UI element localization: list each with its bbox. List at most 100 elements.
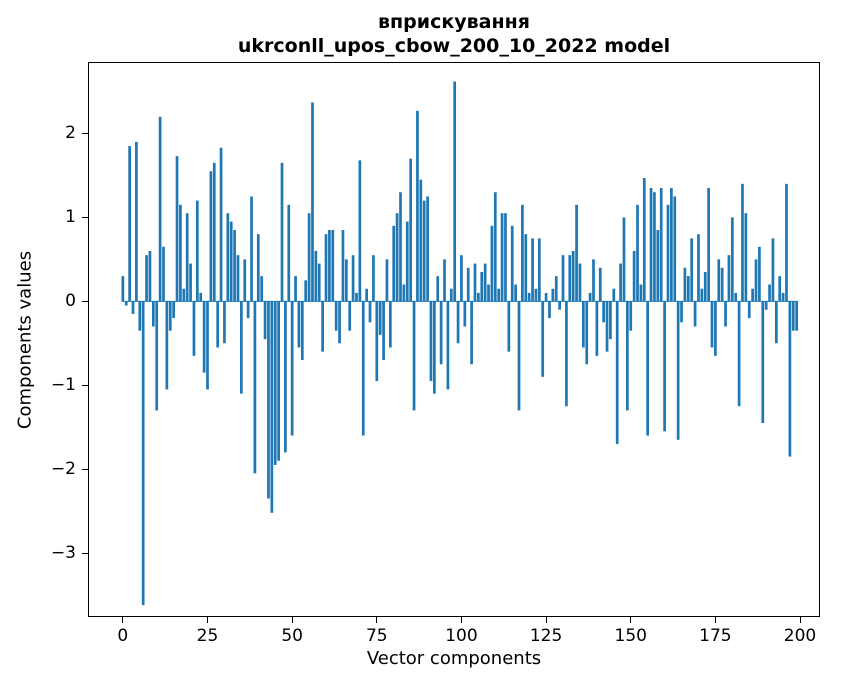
- bar: [649, 188, 653, 302]
- bar: [720, 267, 724, 302]
- bar: [260, 276, 264, 302]
- bar: [673, 196, 677, 302]
- bar: [568, 255, 572, 302]
- bar: [581, 301, 585, 348]
- bar: [653, 192, 656, 302]
- bar: [717, 259, 721, 302]
- bar: [683, 267, 687, 302]
- bar: [311, 102, 314, 302]
- bar: [409, 158, 413, 302]
- bar: [510, 225, 514, 302]
- bar: [453, 81, 457, 302]
- bar: [642, 177, 646, 302]
- bar: [551, 288, 555, 302]
- bar: [592, 259, 595, 302]
- bar: [744, 213, 748, 302]
- bar: [554, 276, 558, 302]
- bar: [737, 301, 741, 407]
- bar: [690, 238, 694, 302]
- bar: [199, 292, 203, 302]
- bar: [185, 213, 189, 302]
- bar: [663, 301, 666, 432]
- bar: [236, 255, 240, 302]
- x-tick-label: 200: [783, 626, 817, 646]
- bar: [162, 246, 165, 302]
- y-tick-mark: [82, 300, 88, 302]
- bar: [155, 301, 159, 411]
- bar: [141, 301, 145, 606]
- bar: [595, 301, 599, 356]
- bar: [419, 179, 423, 302]
- bar: [209, 171, 213, 302]
- bar: [521, 204, 524, 302]
- bar: [449, 288, 453, 302]
- bar: [751, 288, 754, 302]
- bar: [131, 301, 135, 314]
- bar: [433, 301, 436, 394]
- bar: [287, 204, 291, 302]
- x-tick-mark: [460, 617, 462, 623]
- bar: [710, 301, 714, 348]
- bar: [693, 301, 697, 327]
- bar: [182, 288, 186, 302]
- bar: [202, 301, 206, 373]
- bar: [747, 301, 751, 319]
- bar: [416, 110, 419, 302]
- bar: [284, 301, 287, 453]
- y-tick-mark: [82, 384, 88, 386]
- bar: [253, 301, 257, 474]
- bar: [321, 301, 324, 352]
- bar: [246, 301, 250, 319]
- bar: [243, 259, 247, 302]
- bar: [148, 250, 152, 302]
- bar: [680, 301, 683, 323]
- x-tick-mark: [291, 617, 293, 623]
- bar: [585, 301, 589, 365]
- bar: [229, 221, 233, 302]
- bar: [145, 255, 148, 302]
- y-tick-mark: [82, 468, 88, 470]
- bar: [795, 301, 799, 331]
- bar: [307, 213, 311, 302]
- bar: [267, 301, 270, 499]
- bar: [768, 284, 771, 302]
- bar: [754, 259, 758, 302]
- bar: [734, 292, 738, 302]
- bar: [422, 200, 426, 302]
- bar: [615, 301, 619, 444]
- bar: [365, 288, 368, 302]
- y-tick-label: 1: [65, 207, 76, 228]
- bar: [575, 204, 578, 302]
- bar: [544, 292, 548, 302]
- bar: [703, 271, 707, 302]
- bar: [727, 255, 731, 302]
- bar: [507, 301, 511, 352]
- x-tick-label: 0: [117, 626, 129, 646]
- bar: [548, 301, 551, 319]
- plot-area: [88, 62, 820, 617]
- bar: [341, 229, 345, 302]
- bar: [331, 229, 335, 302]
- bar: [646, 301, 650, 436]
- bar: [463, 301, 467, 327]
- bar: [388, 301, 392, 348]
- bar: [206, 301, 209, 390]
- bar: [128, 146, 131, 302]
- bar: [622, 217, 626, 302]
- chart-title: вприскування: [378, 11, 530, 33]
- bar: [504, 213, 507, 302]
- bar: [639, 284, 643, 302]
- bar: [361, 301, 365, 436]
- bar: [758, 246, 761, 302]
- chart-title-block: вприскування ukrconll_upos_cbow_200_10_2…: [88, 10, 820, 58]
- bar: [334, 301, 338, 331]
- bar: [558, 301, 561, 310]
- bar: [223, 301, 226, 344]
- bar: [609, 301, 612, 340]
- bar: [602, 301, 606, 323]
- bar: [216, 301, 220, 348]
- bar: [294, 276, 297, 302]
- bar: [250, 196, 253, 302]
- bar: [351, 255, 355, 302]
